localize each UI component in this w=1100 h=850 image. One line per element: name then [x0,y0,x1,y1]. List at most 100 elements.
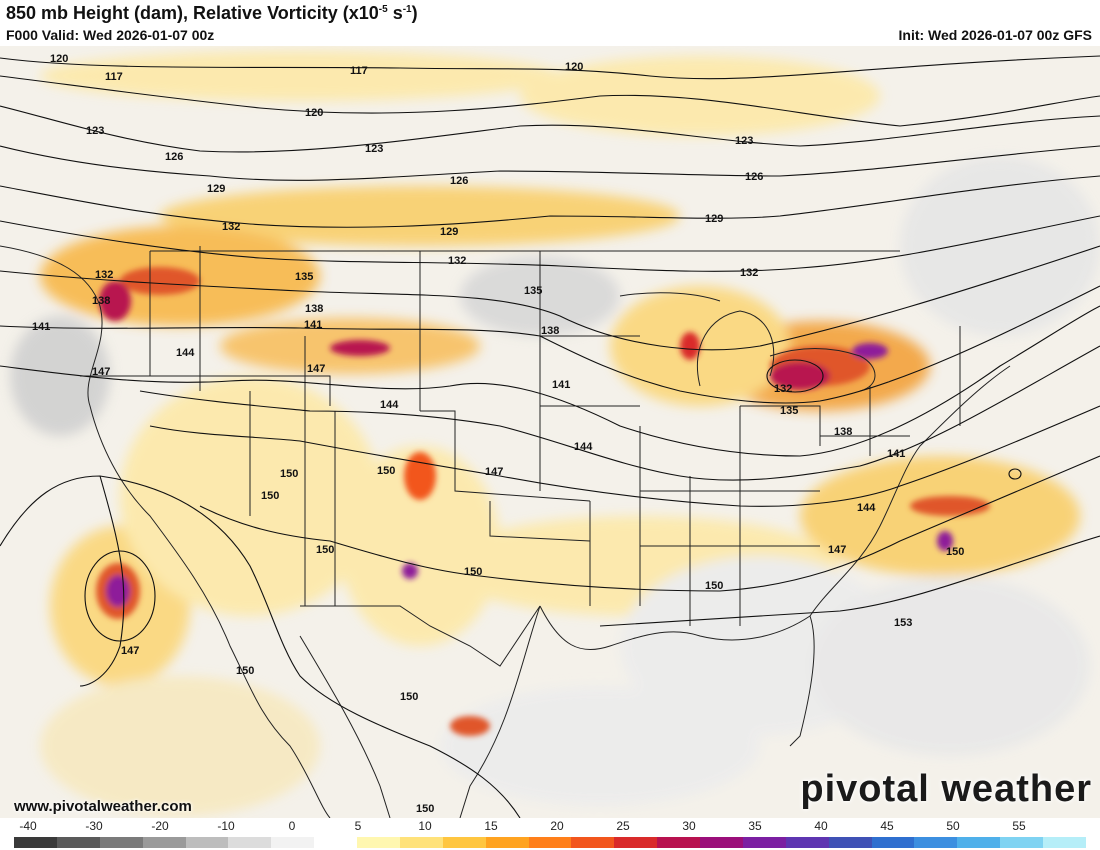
contour-label: 138 [305,303,323,315]
colorbar-tick-label: 20 [550,819,564,833]
colorbar-segment [528,837,572,848]
colorbar [14,837,1087,848]
colorbar-segment [14,837,58,848]
contour-label: 135 [524,285,542,297]
weather-map[interactable]: 120 117 117 120 120 123 123 123 126 126 … [0,46,1100,818]
contour-label: 147 [485,466,503,478]
contour-label: 138 [92,295,110,307]
contour-label: 147 [828,544,846,556]
colorbar-segment [657,837,701,848]
colorbar-segment [828,837,873,848]
contour-label: 144 [574,441,593,453]
pivotal-weather-logo: pivotal weather [800,768,1092,810]
contour-label: 123 [735,135,753,147]
website-url: www.pivotalweather.com [14,798,192,815]
contour-label: 141 [552,379,570,391]
valid-time: F000 Valid: Wed 2026-01-07 00z [6,27,215,43]
colorbar-segment [271,837,315,848]
colorbar-segment [742,837,787,848]
contour-label: 138 [541,325,559,337]
contour-label: 150 [280,468,298,480]
vorticity-field [10,51,1100,816]
contour-label: 132 [95,269,113,281]
contour-label: 117 [350,65,368,77]
contour-label: 150 [236,665,254,677]
colorbar-tick-label: -20 [151,819,169,833]
contour-label: 150 [946,546,964,558]
colorbar-tick-label: 30 [682,819,696,833]
height-contours [0,55,1100,818]
colorbar-tick-label: 50 [946,819,960,833]
colorbar-segment [142,837,186,848]
contour-label: 126 [165,151,183,163]
colorbar-tick-label: 40 [814,819,828,833]
colorbar-segment [314,837,358,848]
colorbar-segment [957,837,1001,848]
contour-label: 123 [365,143,383,155]
contour-label: 150 [261,490,279,502]
contour-label: 144 [857,502,876,514]
colorbar-tick-label: -40 [19,819,37,833]
map-canvas: 120 117 117 120 120 123 123 123 126 126 … [0,51,1100,818]
contour-label: 141 [32,321,50,333]
colorbar-segment [614,837,658,848]
contour-label: 132 [740,267,758,279]
contour-label: 141 [887,448,905,460]
contour-label: 132 [448,255,466,267]
colorbar-tick-label: 45 [880,819,894,833]
colorbar-segment [485,837,530,848]
contour-label: 123 [86,125,104,137]
contour-labels: 120 117 117 120 120 123 123 123 126 126 … [32,53,964,815]
colorbar-segment [99,837,144,848]
colorbar-segment [1043,837,1087,848]
low-center-contour [84,359,1022,642]
colorbar-segment [357,837,401,848]
colorbar-segment [1000,837,1044,848]
contour-label: 150 [316,544,334,556]
contour-label: 150 [416,803,434,815]
colorbar-tick-label: 5 [354,819,362,833]
contour-label: 135 [295,271,313,283]
colorbar-segment [56,837,101,848]
colorbar-segment [700,837,744,848]
contour-label: 150 [400,691,418,703]
contour-label: 138 [834,426,852,438]
contour-label: 150 [377,465,395,477]
contour-label: 129 [705,213,723,225]
contour-label: 150 [705,580,723,592]
contour-label: 129 [207,183,225,195]
colorbar-segment [442,837,487,848]
contour-label: 132 [222,221,240,233]
contour-label: 120 [305,107,323,119]
header: 850 mb Height (dam), Relative Vorticity … [0,0,1100,46]
contour-label: 153 [894,617,912,629]
contour-label: 150 [464,566,482,578]
colorbar-tick-label: 25 [616,819,630,833]
contour-label: 147 [307,363,325,375]
colorbar-segment [914,837,958,848]
contour-label: 141 [304,319,322,331]
contour-label: 120 [50,53,68,65]
vorticity-maxima [96,267,990,736]
contour-label: 147 [92,366,110,378]
contour-label: 126 [450,175,468,187]
colorbar-segment [185,837,229,848]
contour-label: 147 [121,645,139,657]
colorbar-tick-label: 15 [484,819,498,833]
colorbar-tick-label: 55 [1012,819,1026,833]
contour-label: 120 [565,61,583,73]
contour-label: 126 [745,171,763,183]
colorbar-tick-label: 0 [288,819,296,833]
colorbar-segment [228,837,272,848]
colorbar-tick-label: -10 [217,819,235,833]
colorbar-tick-label: -30 [85,819,103,833]
contour-label: 135 [780,405,798,417]
colorbar-tick-label: 10 [418,819,432,833]
colorbar-segment [399,837,444,848]
contour-label: 117 [105,71,123,83]
colorbar-segment [571,837,615,848]
colorbar-ticks: -40 -30 -20 -10 0 5 10 15 20 25 30 35 40 45 50 55 [0,819,1100,835]
contour-label: 132 [774,383,792,395]
colorbar-segment [871,837,915,848]
init-time: Init: Wed 2026-01-07 00z GFS [898,27,1092,43]
